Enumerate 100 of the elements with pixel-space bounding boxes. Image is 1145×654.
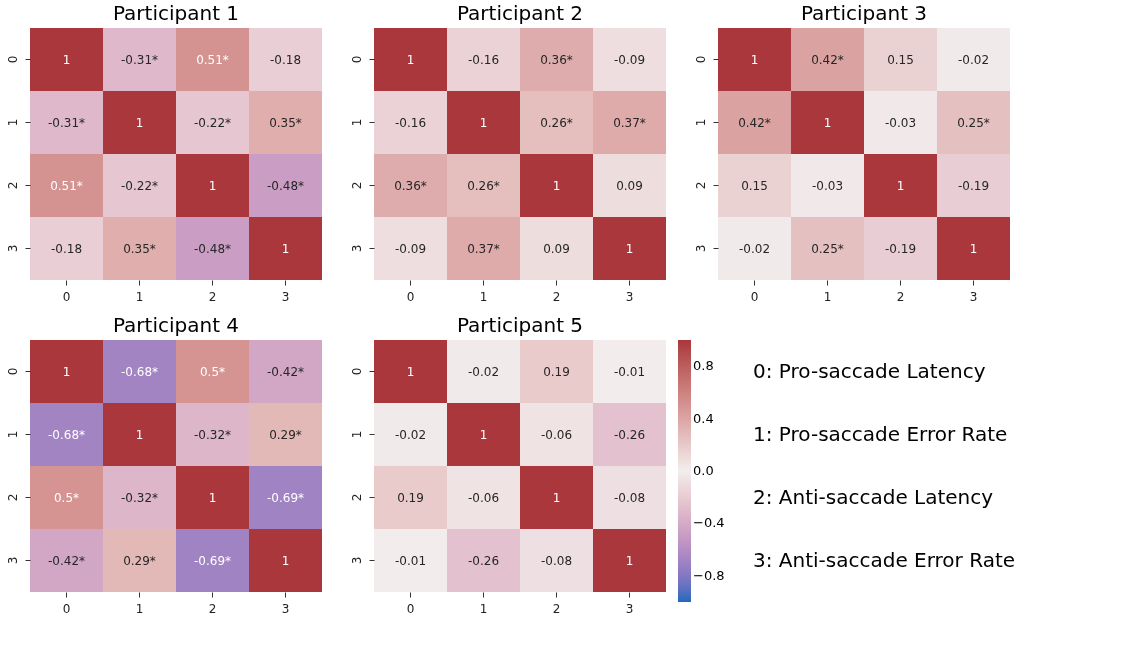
data-label: 0.29* [269, 427, 302, 442]
data-label: -0.09 [613, 52, 646, 67]
color-bar-label: 0.0 [693, 463, 714, 478]
data-label: 1 [479, 115, 488, 130]
x-tick-label: 2 [552, 601, 561, 616]
x-tick-label: 2 [552, 289, 561, 304]
text: 2: Anti-saccade Latency [753, 484, 994, 509]
data-label: -0.02 [738, 241, 771, 256]
data-label: 1 [896, 178, 905, 193]
data-label: 1 [406, 52, 415, 67]
color-bar-label: 0.8 [693, 358, 714, 374]
data-label: -0.26 [467, 553, 500, 568]
data-label: 0.5* [199, 364, 226, 379]
data-label: 0.5* [53, 490, 80, 505]
x-tick-label: 3 [625, 289, 634, 304]
x-tick-label: 0 [406, 289, 415, 304]
data-label: 1 [208, 178, 217, 193]
data-label: -0.32* [193, 427, 232, 442]
y-tick-label: 2 [5, 493, 20, 502]
data-label: 0.25* [957, 115, 990, 130]
data-label: 1 [823, 115, 832, 130]
color-bar-label: 0.4 [693, 410, 714, 426]
text: 0: Pro-saccade Latency [753, 358, 986, 383]
x-tick-label: 2 [208, 289, 217, 304]
x-tick-label: 1 [135, 289, 144, 304]
data-label: 0.42* [811, 52, 844, 67]
y-tick-label: 3 [693, 244, 708, 253]
data-label: 0.35* [269, 115, 302, 130]
y-tick-label: 1 [5, 118, 20, 127]
data-label: -0.08 [540, 553, 573, 568]
data-label: 0.35* [123, 241, 156, 256]
y-tick-label: 2 [349, 181, 364, 190]
data-label: -0.32* [120, 490, 159, 505]
data-label: 1 [281, 241, 290, 256]
data-label: 0.36* [394, 178, 427, 193]
x-tick-label: 3 [281, 289, 290, 304]
color-bar-label: −0.4 [693, 515, 725, 531]
x-tick-label: 3 [969, 289, 978, 304]
y-tick-label: 1 [693, 118, 708, 127]
x-tick-label: 1 [479, 601, 488, 616]
data-label: 0.37* [613, 115, 646, 130]
x-tick-label: 0 [406, 601, 415, 616]
x-tick-label: 1 [135, 601, 144, 616]
data-label: 1 [552, 178, 561, 193]
data-label: 0.37* [467, 241, 500, 256]
data-label: 0.09 [543, 241, 570, 256]
x-tick-label: 0 [62, 601, 71, 616]
data-label: -0.03 [811, 178, 844, 193]
data-label: 1 [62, 52, 71, 67]
x-tick-label: 1 [479, 289, 488, 304]
data-label: -0.48* [266, 178, 305, 193]
data-label: 1 [62, 364, 71, 379]
chart-title: Participant 5 [456, 313, 584, 337]
data-label: 1 [750, 52, 759, 67]
chart-title: Participant 1 [112, 1, 240, 25]
y-tick-label: 0 [349, 55, 364, 64]
y-tick-label: 1 [349, 118, 364, 127]
data-label: 1 [552, 490, 561, 505]
data-label: 0.51* [196, 52, 229, 67]
y-tick-label: 3 [5, 556, 20, 565]
data-label: -0.18 [50, 241, 83, 256]
data-label: -0.01 [394, 553, 427, 568]
data-label: 0.36* [540, 52, 573, 67]
data-label: -0.42* [47, 553, 86, 568]
y-tick-label: 2 [5, 181, 20, 190]
chart-title: Participant 3 [800, 1, 928, 25]
data-label: -0.06 [467, 490, 500, 505]
data-label: 1 [969, 241, 978, 256]
y-tick-label: 2 [693, 181, 708, 190]
data-label: -0.31* [47, 115, 86, 130]
y-tick-label: 2 [349, 493, 364, 502]
data-label: -0.69* [193, 553, 232, 568]
data-label: -0.16 [394, 115, 427, 130]
data-label: 1 [135, 427, 144, 442]
data-label: 0.09 [616, 178, 643, 193]
data-label: 0.29* [123, 553, 156, 568]
data-label: -0.69* [266, 490, 305, 505]
data-label: 0.26* [467, 178, 500, 193]
x-tick-label: 2 [208, 601, 217, 616]
data-label: -0.19 [884, 241, 917, 256]
data-label: -0.48* [193, 241, 232, 256]
y-tick-label: 3 [349, 244, 364, 253]
data-label: 0.19 [397, 490, 424, 505]
data-label: 0.26* [540, 115, 573, 130]
color-bar-label: −0.8 [693, 567, 725, 583]
x-tick-label: 1 [823, 289, 832, 304]
data-label: -0.02 [394, 427, 427, 442]
data-label: 1 [625, 553, 634, 568]
data-label: -0.26 [613, 427, 646, 442]
data-label: 1 [625, 241, 634, 256]
y-tick-label: 3 [5, 244, 20, 253]
y-tick-label: 3 [349, 556, 364, 565]
x-tick-label: 0 [62, 289, 71, 304]
data-label: -0.09 [394, 241, 427, 256]
text: 3: Anti-saccade Error Rate [753, 547, 1016, 572]
data-label: 0.19 [543, 364, 570, 379]
x-tick-label: 2 [896, 289, 905, 304]
x-tick-label: 3 [281, 601, 290, 616]
data-label: 0.42* [738, 115, 771, 130]
data-label: 1 [406, 364, 415, 379]
